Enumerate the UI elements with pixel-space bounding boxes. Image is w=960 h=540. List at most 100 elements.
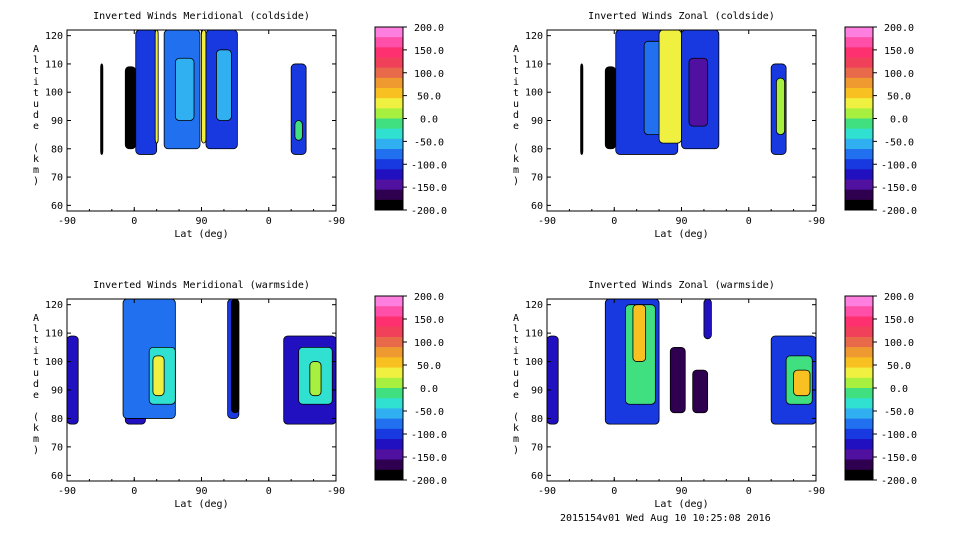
colorbar-label: -50.0 [414,407,444,418]
colorbar-swatch [375,377,403,389]
colorbar-label: -200.0 [411,476,447,487]
colorbar-swatch [375,37,403,48]
y-tick-label: 70 [531,442,543,453]
colorbar-swatch [845,326,873,338]
colorbar-swatch [845,179,873,191]
colorbar-swatch [375,179,403,191]
y-tick-label: 90 [51,386,63,397]
colorbar-swatch [845,408,873,420]
x-tick-label: 0 [131,486,137,497]
data-cell [67,335,79,425]
colorbar-swatch [845,296,873,307]
colorbar-label: -100.0 [411,160,447,171]
y-tick-label: 80 [51,414,63,425]
colorbar-label: 200.0 [414,292,444,303]
x-tick-label: -90 [538,486,556,497]
y-axis-label-char: ) [33,445,39,456]
y-tick-label: 60 [51,201,63,212]
colorbar-swatch [375,326,403,338]
data-cell [547,335,559,425]
y-tick-label: 120 [525,31,543,42]
y-axis-label-char: t [33,88,39,99]
y-axis-label-char: e [513,121,519,132]
y-tick-label: 70 [531,173,543,184]
colorbar-swatch [375,159,403,170]
data-cell [124,66,137,150]
colorbar-label: -100.0 [411,430,447,441]
y-tick-label: 60 [51,471,63,482]
colorbar-swatch [845,67,873,79]
x-tick-label: -90 [538,216,556,227]
x-tick-label: -90 [327,486,345,497]
y-axis-label-char: u [33,99,39,110]
colorbar-swatch [375,27,403,38]
x-tick-label: -90 [807,486,825,497]
colorbar-swatch [375,118,403,130]
y-tick-label: 110 [525,59,543,70]
colorbar-label: 0.0 [890,384,908,395]
colorbar-label: -150.0 [411,183,447,194]
colorbar-swatch [375,189,403,201]
chart-panel-2: -90 0 90 0 -90 60 70 80 90 100 110 120 Inverted Wind… [513,11,917,240]
y-tick-label: 70 [51,173,63,184]
data-cell [135,30,158,155]
data-region [580,30,787,155]
y-tick-label: 100 [45,357,63,368]
colorbar-label: 50.0 [887,361,911,372]
x-tick-label: 0 [611,216,617,227]
colorbar-swatch [845,398,873,409]
x-tick-label: 0 [266,216,272,227]
y-axis-label-char: t [33,335,39,346]
colorbar-swatch [375,296,403,307]
data-cell [216,49,232,121]
y-axis-label-char: ) [513,445,519,456]
y-axis-label-char: ( [513,412,519,423]
colorbar-swatch [375,388,403,399]
colorbar-swatch [845,418,873,430]
data-cell [692,369,709,414]
x-tick-label: 0 [131,216,137,227]
colorbar-swatch [375,199,403,211]
y-axis-label-char: A [513,313,519,324]
colorbar-swatch [375,98,403,109]
y-tick-label: 100 [525,357,543,368]
y-axis-label-char: t [513,335,519,346]
y-axis-label-char: e [513,390,519,401]
colorbar-label: 200.0 [414,23,444,34]
y-tick-label: 60 [531,201,543,212]
colorbar-label: -200.0 [881,476,917,487]
colorbar-label: -150.0 [411,453,447,464]
y-axis-label-char: u [513,368,519,379]
data-cell [100,63,104,155]
colorbar-swatch [845,108,873,119]
y-tick-label: 100 [525,88,543,99]
colorbar-swatch [375,357,403,369]
colorbar-swatch [375,347,403,358]
x-tick-label: 90 [675,216,687,227]
colorbar-swatch [375,57,403,69]
y-axis-label-char: d [33,110,39,121]
chart-panel-4: -90 0 90 0 -90 60 70 80 90 100 110 120 Inverted Wind… [513,280,917,510]
colorbar-swatch [845,98,873,109]
y-axis-label-char: l [513,55,519,66]
y-axis-label-char: i [33,77,39,88]
data-cell [775,77,786,136]
colorbar-swatch [375,128,403,140]
colorbar-swatch [845,199,873,211]
colorbar-swatch [845,377,873,389]
colorbar-swatch [845,159,873,170]
y-tick-label: 90 [531,116,543,127]
y-axis-label-char: d [513,110,519,121]
colorbar-swatch [375,138,403,150]
colorbar-label: 0.0 [420,115,438,126]
colorbar-label: 50.0 [417,92,441,103]
colorbar-swatch [375,88,403,99]
y-axis-label-char: t [513,66,519,77]
chart-panel-3: -90 0 90 0 -90 60 70 80 90 100 110 120 Inverted Wind… [33,280,447,510]
y-axis-label-char: i [33,346,39,357]
y-axis-label-char: ) [33,176,39,187]
y-tick-label: 70 [51,442,63,453]
y-tick-label: 80 [531,144,543,155]
y-axis-label-char: t [513,357,519,368]
colorbar-label: -50.0 [884,137,914,148]
